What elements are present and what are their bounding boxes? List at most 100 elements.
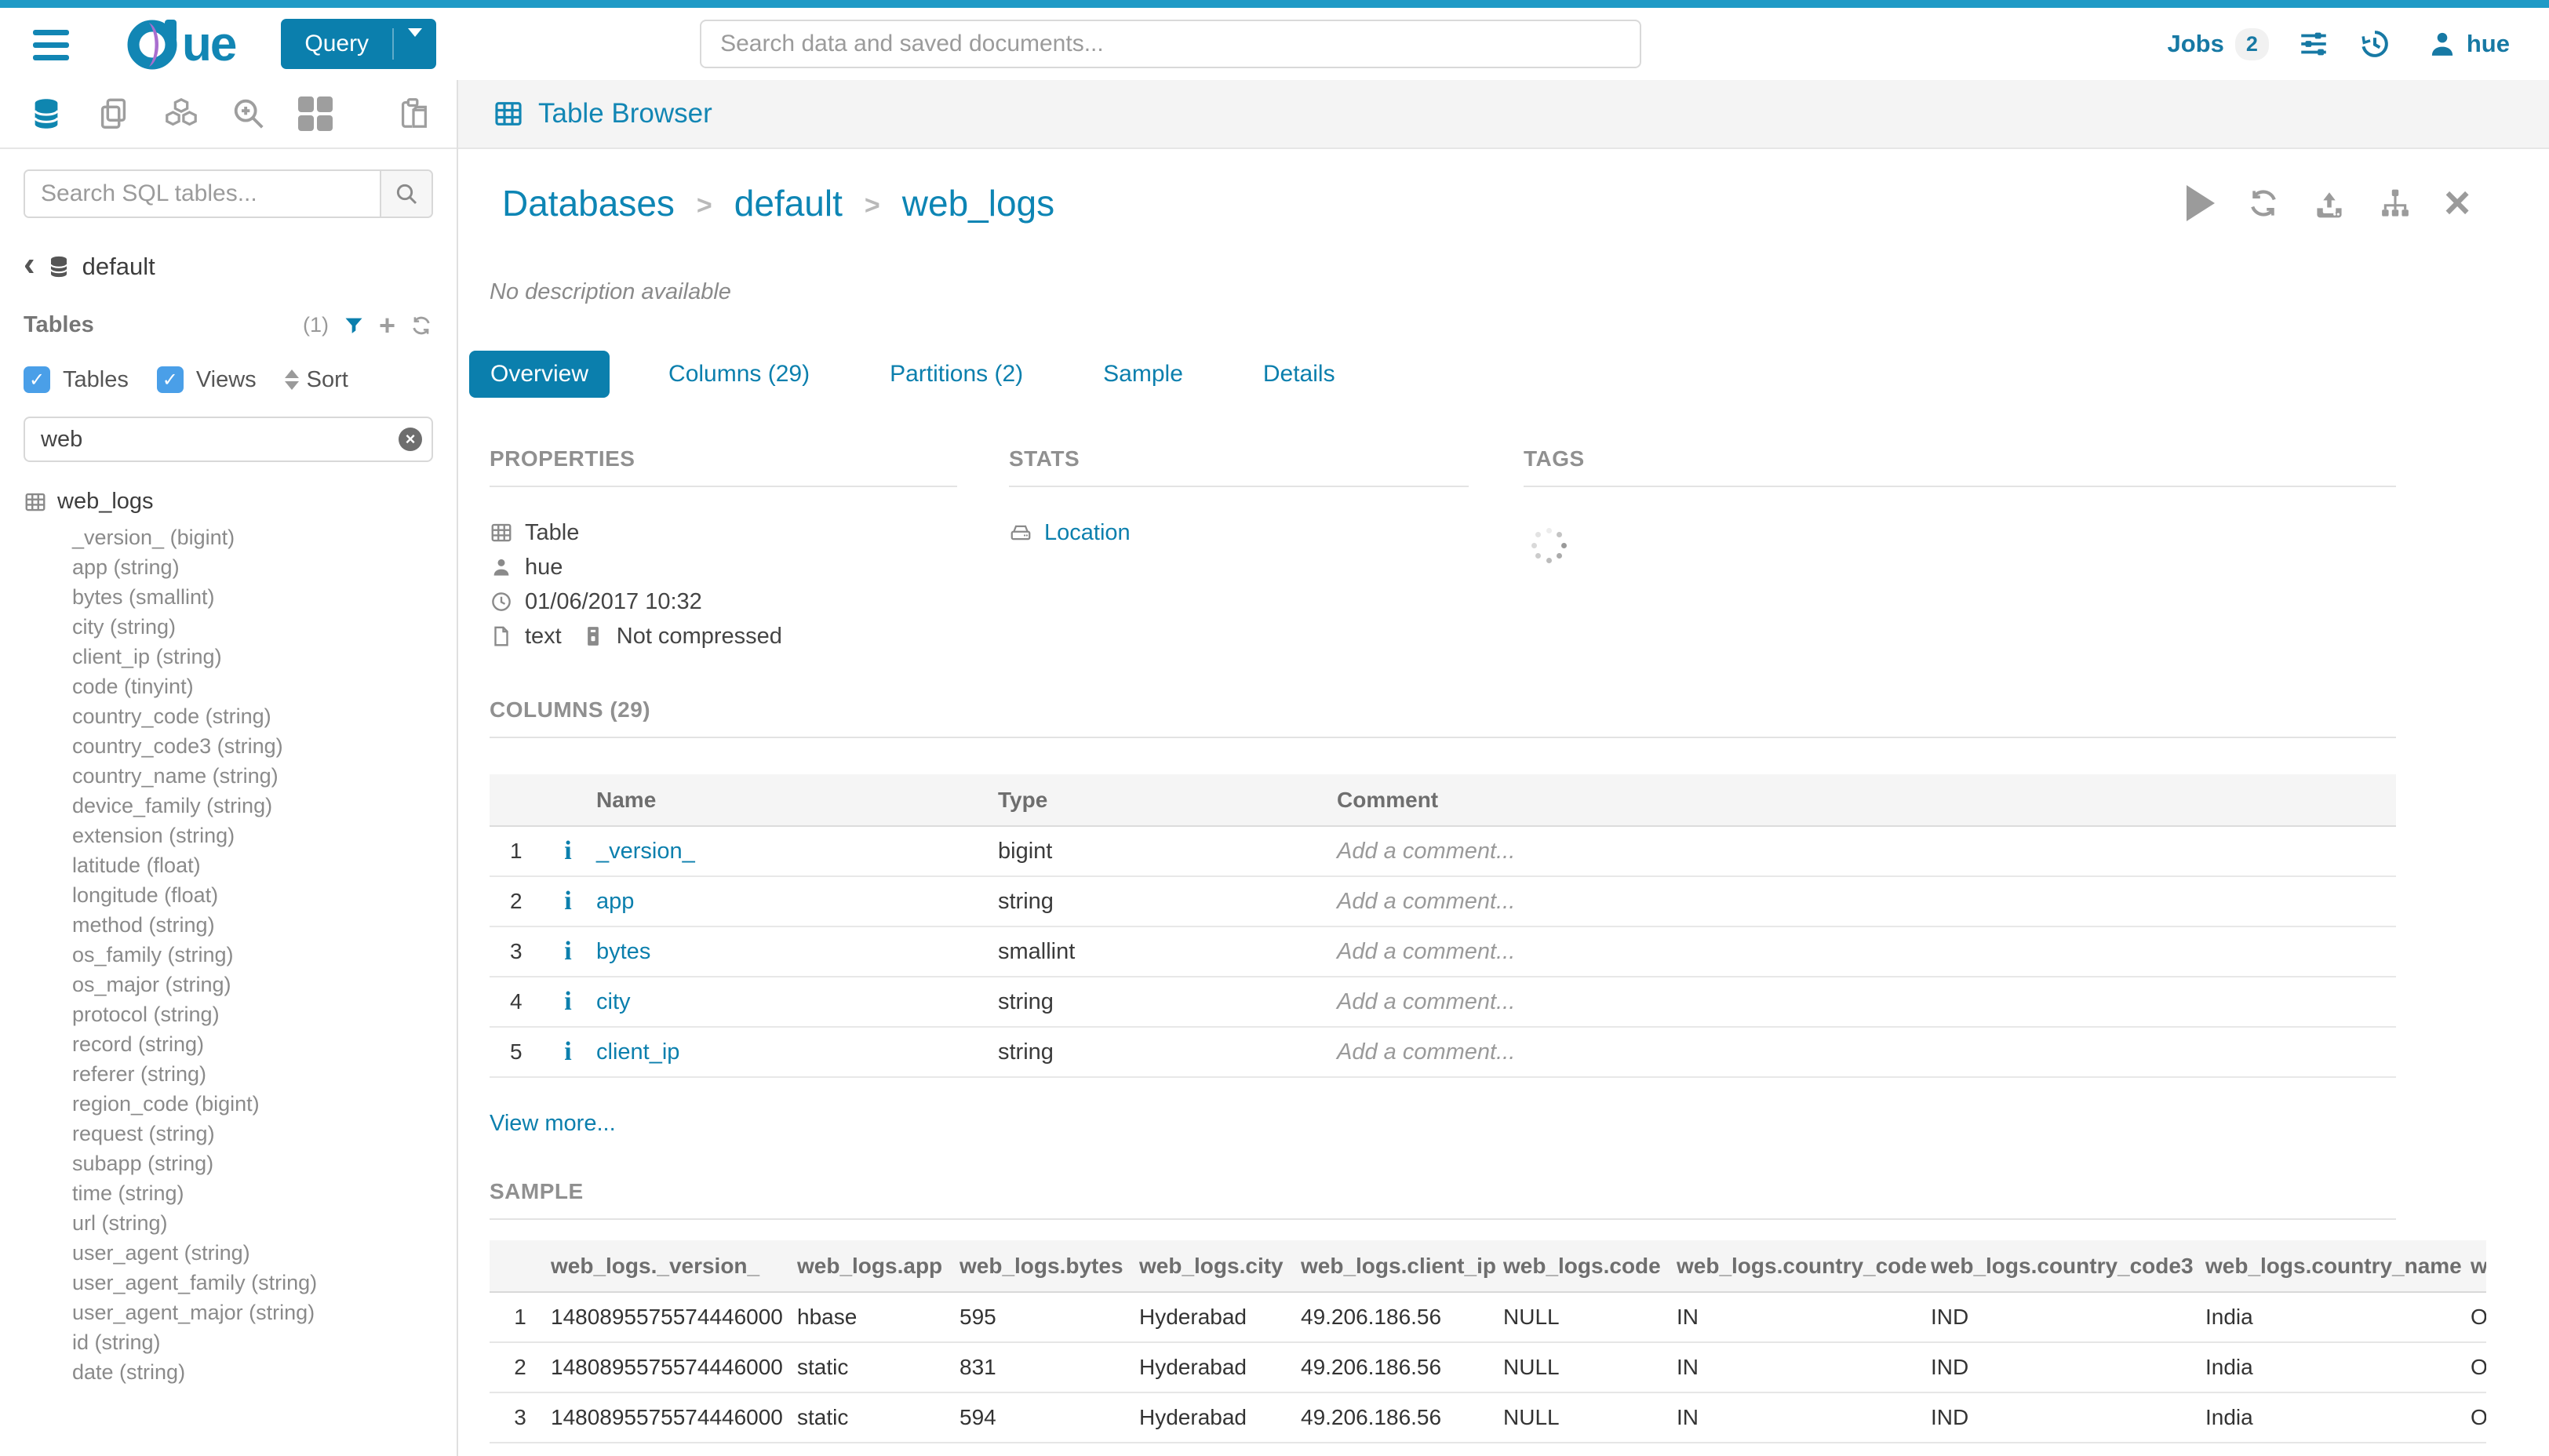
column-list-item[interactable]: os_major (string) (72, 973, 231, 996)
databases-assist-icon[interactable] (28, 96, 64, 132)
tab-partitions[interactable]: Partitions (2) (890, 361, 1024, 387)
column-comment-input[interactable]: Add a comment... (1337, 1027, 2396, 1078)
sample-table-scroll-area[interactable]: web_logs._version_ web_logs.app web_logs… (490, 1240, 2486, 1443)
refresh-tables-icon[interactable] (410, 314, 433, 337)
column-list-item[interactable]: _version_ (bigint) (72, 526, 235, 549)
column-list-item[interactable]: country_name (string) (72, 764, 279, 788)
query-dropdown-caret[interactable] (394, 28, 436, 51)
view-more-link[interactable]: View more... (490, 1111, 616, 1136)
sample-cell: Hyderabad (1139, 1342, 1301, 1393)
sample-section-title: SAMPLE (490, 1179, 584, 1203)
tab-details[interactable]: Details (1262, 361, 1335, 387)
column-list-item[interactable]: protocol (string) (72, 1003, 220, 1026)
column-list-item[interactable]: time (string) (72, 1181, 184, 1205)
query-button[interactable]: Query (281, 19, 437, 69)
sql-tables-search-input[interactable] (25, 171, 380, 217)
table-description[interactable]: No description available (490, 279, 731, 304)
column-list-item[interactable]: longitude (float) (72, 883, 219, 907)
column-list-item[interactable]: city (string) (72, 615, 177, 639)
views-checkbox-label[interactable]: Views (195, 366, 257, 392)
table-filter-input[interactable] (24, 417, 433, 462)
info-icon[interactable]: i (540, 876, 596, 927)
column-list-item[interactable]: bytes (smallint) (72, 585, 215, 609)
apps-grid-assist-icon[interactable] (298, 96, 333, 131)
search-plus-assist-icon[interactable] (231, 96, 267, 132)
add-table-icon[interactable]: + (378, 308, 395, 341)
column-comment-input[interactable]: Add a comment... (1337, 826, 2396, 877)
column-comment-input[interactable]: Add a comment... (1337, 876, 2396, 927)
sliders-icon[interactable] (2297, 27, 2330, 60)
hamburger-menu-icon[interactable] (33, 29, 72, 60)
column-list-item[interactable]: user_agent_family (string) (72, 1271, 318, 1294)
documents-assist-icon[interactable] (96, 96, 132, 132)
back-chevron-icon[interactable]: ‹ (24, 245, 35, 283)
table-item-web-logs[interactable]: web_logs (24, 489, 433, 515)
column-list-item[interactable]: code (tinyint) (72, 675, 194, 698)
column-list-item[interactable]: os_family (string) (72, 943, 234, 966)
clear-filter-icon[interactable]: × (399, 428, 422, 451)
column-name-link[interactable]: bytes (596, 926, 998, 977)
tab-overview[interactable]: Overview (469, 351, 610, 398)
breadcrumb-databases[interactable]: Databases (502, 183, 675, 224)
assist-sidebar: ‹ default Tables (1) + ✓ Tables ✓ Views (0, 80, 458, 1456)
user-menu[interactable]: hue (2426, 27, 2510, 60)
column-list-item[interactable]: user_agent_major (string) (72, 1301, 315, 1324)
column-list-item[interactable]: device_family (string) (72, 794, 273, 817)
hue-logo[interactable]: ue (126, 12, 237, 76)
column-list-item[interactable]: id (string) (72, 1330, 161, 1354)
sample-cell: 1480895575574446000 (551, 1292, 797, 1343)
jobs-link[interactable]: Jobs 2 (2167, 27, 2269, 60)
column-list-item[interactable]: url (string) (72, 1211, 168, 1235)
column-name-link[interactable]: client_ip (596, 1027, 998, 1078)
column-list-item[interactable]: request (string) (72, 1122, 215, 1145)
location-link[interactable]: Location (1044, 519, 1131, 545)
column-list-item[interactable]: date (string) (72, 1360, 186, 1384)
column-list-item[interactable]: region_code (bigint) (72, 1092, 260, 1116)
column-list-item[interactable]: subapp (string) (72, 1152, 214, 1175)
column-list-item[interactable]: extension (string) (72, 824, 235, 847)
info-icon[interactable]: i (540, 926, 596, 977)
column-list-item[interactable]: country_code3 (string) (72, 734, 283, 758)
header-name: Name (596, 774, 998, 827)
column-name-link[interactable]: city (596, 977, 998, 1028)
column-comment-input[interactable]: Add a comment... (1337, 926, 2396, 977)
column-list-item[interactable]: app (string) (72, 555, 180, 579)
history-icon[interactable] (2358, 27, 2391, 60)
views-checkbox[interactable]: ✓ (156, 366, 184, 393)
import-upload-icon[interactable] (2312, 186, 2347, 220)
database-name[interactable]: default (82, 253, 155, 280)
info-icon[interactable]: i (540, 1027, 596, 1078)
breadcrumb-default[interactable]: default (734, 183, 843, 224)
sql-tables-search-button[interactable] (380, 171, 432, 217)
column-comment-input[interactable]: Add a comment... (1337, 977, 2396, 1028)
info-icon[interactable]: i (540, 826, 596, 877)
refresh-table-icon[interactable] (2246, 186, 2281, 220)
column-list-item[interactable]: method (string) (72, 913, 215, 937)
column-name-link[interactable]: _version_ (596, 826, 998, 877)
query-table-play-icon[interactable] (2187, 185, 2216, 221)
tab-sample[interactable]: Sample (1103, 361, 1183, 387)
sample-header: web_logs.country_name (2205, 1240, 2471, 1293)
clipboard-assist-icon[interactable] (395, 96, 432, 132)
breadcrumb-web-logs[interactable]: web_logs (901, 183, 1055, 224)
close-icon[interactable]: × (2444, 177, 2471, 228)
global-search-input[interactable] (700, 20, 1642, 68)
column-list-item[interactable]: country_code (string) (72, 704, 271, 728)
column-list-item[interactable]: record (string) (72, 1032, 205, 1056)
column-name-link[interactable]: app (596, 876, 998, 927)
sample-section: SAMPLE web_logs._version_ (490, 1179, 2549, 1443)
lineage-sitemap-icon[interactable] (2378, 186, 2412, 220)
column-list-item[interactable]: client_ip (string) (72, 645, 222, 668)
sort-control[interactable]: Sort (284, 367, 348, 393)
row-number: 5 (490, 1027, 540, 1078)
tables-checkbox-label[interactable]: Tables (63, 366, 129, 392)
info-icon[interactable]: i (540, 977, 596, 1028)
column-list-item[interactable]: latitude (float) (72, 854, 201, 877)
cubes-assist-icon[interactable] (163, 96, 199, 132)
loading-spinner (1528, 525, 1569, 566)
tables-checkbox[interactable]: ✓ (24, 366, 50, 393)
filter-funnel-icon[interactable] (343, 315, 365, 337)
column-list-item[interactable]: referer (string) (72, 1062, 207, 1086)
column-list-item[interactable]: user_agent (string) (72, 1241, 250, 1265)
tab-columns[interactable]: Columns (29) (668, 361, 810, 387)
